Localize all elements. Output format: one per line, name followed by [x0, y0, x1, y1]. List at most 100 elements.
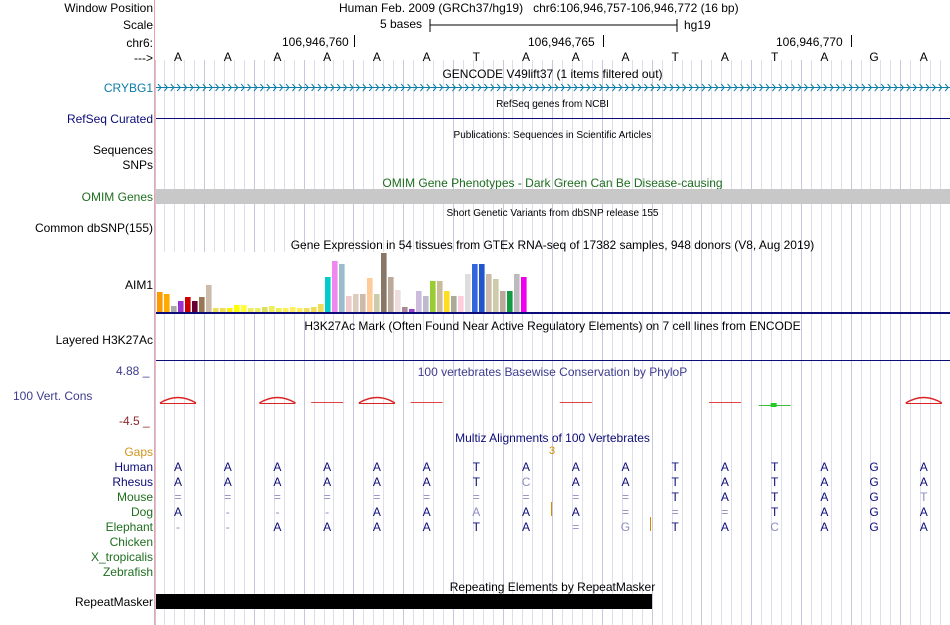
coord-1: 106,946,760: [282, 35, 349, 49]
strand-chevron: [324, 83, 329, 92]
alignment-base: =: [621, 505, 629, 519]
strand-chevron: [592, 83, 597, 92]
species-label[interactable]: Zebrafish: [102, 565, 153, 579]
strand-chevron: [714, 83, 719, 92]
alignment-base: =: [522, 490, 530, 504]
phylop-conserved-peak: [259, 396, 296, 404]
alignment-base: -: [225, 520, 230, 534]
base-letter: A: [919, 50, 928, 64]
alignment-base: -: [325, 505, 330, 519]
gtex-tissue-bar: [430, 281, 436, 312]
strand-chevron: [720, 83, 725, 92]
omim-gene-bar[interactable]: [156, 189, 950, 204]
repeatmasker-label[interactable]: RepeatMasker: [74, 595, 153, 609]
strand-chevron: [823, 83, 828, 92]
gtex-expression-bars[interactable]: [156, 252, 950, 314]
base-letter: A: [820, 50, 829, 64]
strand-chevron: [855, 83, 860, 92]
alignment-base: =: [671, 505, 679, 519]
gtex-tissue-bar: [185, 297, 191, 312]
strand-chevron: [292, 83, 297, 92]
phylop-max-label: 4.88 _: [116, 364, 150, 378]
strand-chevron: [260, 83, 265, 92]
base-letter: A: [720, 50, 729, 64]
gtex-background: [156, 252, 534, 312]
refseq-gene-line[interactable]: [156, 112, 950, 124]
strand-chevron: [496, 83, 501, 92]
base-letter: A: [621, 50, 630, 64]
gtex-tissue-bar: [486, 274, 492, 312]
strand-chevron: [490, 83, 495, 92]
alignment-base: A: [522, 520, 531, 534]
strand-chevron: [605, 83, 610, 92]
gtex-tissue-bar: [255, 308, 261, 312]
vert-cons-label[interactable]: 100 Vert. Cons: [13, 389, 93, 403]
gtex-tissue-bar: [500, 291, 506, 312]
strand-chevron: [816, 83, 821, 92]
species-label[interactable]: Dog: [130, 505, 153, 519]
alignment-base: A: [571, 460, 580, 474]
gtex-tissue-bar: [276, 308, 282, 312]
strand-chevron: [432, 83, 437, 92]
strand-chevron: [183, 83, 188, 92]
gaps-label[interactable]: Gaps: [124, 445, 153, 459]
strand-chevron: [426, 83, 431, 92]
alignment-base: =: [273, 490, 281, 504]
alignment-base: A: [820, 490, 829, 504]
alignment-base: G: [869, 490, 879, 504]
layered-h3k27ac-label[interactable]: Layered H3K27Ac: [55, 333, 153, 347]
strand-chevron: [663, 83, 668, 92]
species-label[interactable]: X_tropicalis: [90, 550, 153, 564]
gtex-tissue-bar: [311, 307, 317, 312]
refseq-curated-label[interactable]: RefSeq Curated: [66, 112, 153, 126]
base-letter: A: [173, 50, 182, 64]
aim1-label[interactable]: AIM1: [124, 278, 153, 292]
strand-chevron: [375, 83, 380, 92]
dbsnp-title: Short Genetic Variants from dbSNP releas…: [446, 208, 659, 219]
alignment-base: A: [919, 460, 928, 474]
gtex-tissue-bar: [206, 285, 212, 312]
gtex-tissue-bar: [213, 308, 219, 312]
alignment-base: A: [273, 460, 282, 474]
omim-title: OMIM Gene Phenotypes - Dark Green Can Be…: [382, 176, 723, 190]
base-letter: G: [869, 50, 879, 64]
phylop-min-label: -4.5 _: [119, 414, 150, 428]
species-label[interactable]: Mouse: [116, 490, 153, 504]
refseq-title: RefSeq genes from NCBI: [496, 99, 609, 110]
strand-chevron: [388, 83, 393, 92]
base-letter: A: [223, 50, 232, 64]
phylop-conserved-peak: [905, 396, 943, 404]
crybg1-gene-track[interactable]: [156, 82, 950, 92]
alignment-base: =: [572, 490, 580, 504]
omim-genes-label[interactable]: OMIM Genes: [81, 190, 153, 204]
crybg1-label[interactable]: CRYBG1: [103, 81, 153, 95]
gtex-tissue-bar: [514, 274, 520, 312]
sequences-label[interactable]: Sequences: [92, 143, 153, 157]
strand-chevron: [695, 83, 700, 92]
species-label[interactable]: Elephant: [105, 520, 153, 534]
gtex-tissue-bar: [409, 309, 415, 312]
species-label[interactable]: Human: [114, 460, 153, 474]
alignment-base: A: [919, 475, 928, 489]
alignment-base: A: [323, 520, 332, 534]
species-label[interactable]: Chicken: [109, 535, 153, 549]
alignment-base: T: [770, 475, 779, 489]
base-letter: T: [770, 50, 779, 64]
phylop-conservation-plot[interactable]: [156, 380, 950, 420]
strand-chevron: [554, 83, 559, 92]
repeatmasker-element[interactable]: [156, 594, 652, 609]
alignment-base: A: [820, 520, 829, 534]
species-label[interactable]: Rhesus: [112, 475, 153, 489]
gtex-tissue-bar: [297, 308, 303, 312]
strand-chevron: [861, 83, 866, 92]
base-letter: A: [522, 50, 531, 64]
common-dbsnp-label[interactable]: Common dbSNP(155): [34, 221, 153, 235]
strand-chevron: [541, 83, 546, 92]
snps-label[interactable]: SNPs: [122, 158, 153, 172]
publications-title: Publications: Sequences in Scientific Ar…: [453, 130, 652, 141]
alignment-base: A: [223, 475, 232, 489]
alignment-base: A: [422, 475, 431, 489]
scale-label: Scale: [122, 18, 153, 32]
coord-2: 106,946,765: [528, 35, 595, 49]
